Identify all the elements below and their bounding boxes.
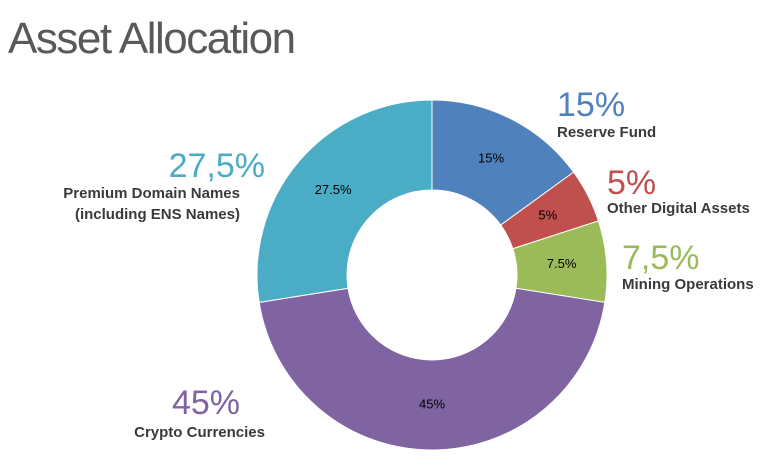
callout-value: 45% (171, 384, 240, 422)
callout-value: 5% (607, 164, 657, 202)
donut-slice (258, 287, 606, 451)
callout-value: 15% (557, 86, 626, 124)
donut-slice (256, 99, 433, 303)
slice-label: 5% (538, 207, 557, 222)
category-label: Premium Domain Names (including ENS Name… (63, 185, 240, 223)
callout-value: 7,5% (622, 239, 700, 277)
category-label: Mining Operations (622, 276, 754, 293)
slice-label: 45% (419, 396, 445, 411)
callout-value: 27,5% (168, 147, 265, 185)
chart-title: Asset Allocation (8, 14, 296, 63)
category-label: Other Digital Assets (607, 200, 750, 217)
slice-label: 7.5% (547, 256, 577, 271)
category-label: Crypto Currencies (134, 424, 265, 441)
category-label: Reserve Fund (557, 124, 657, 141)
slice-label: 15% (478, 151, 504, 166)
slice-label: 27.5% (315, 182, 352, 197)
